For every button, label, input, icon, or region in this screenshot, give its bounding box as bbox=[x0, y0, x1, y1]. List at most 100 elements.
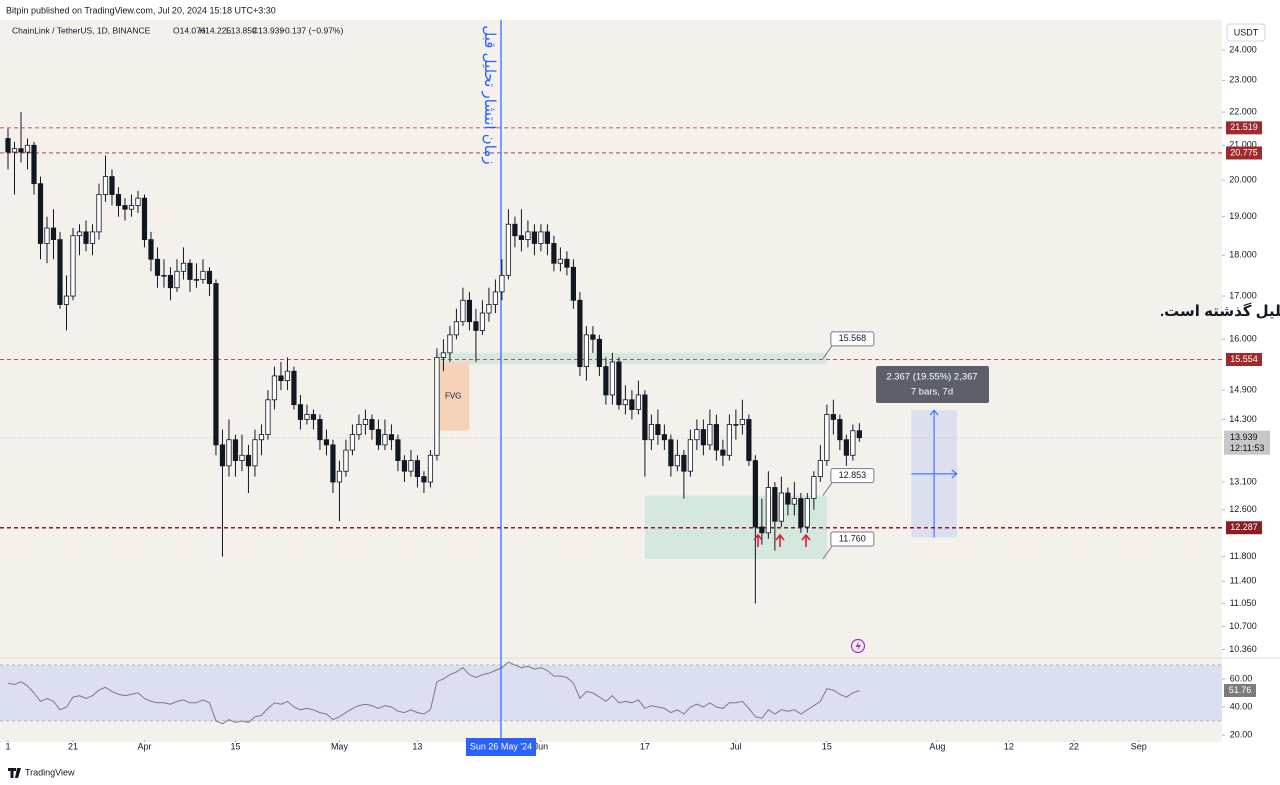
candle-body bbox=[161, 274, 167, 277]
y-tick-label: 18.000 bbox=[1229, 250, 1257, 260]
callout-label: 11.760 bbox=[839, 533, 866, 543]
candle-body bbox=[323, 439, 330, 446]
candle-body bbox=[460, 299, 466, 323]
candle-body bbox=[700, 429, 706, 446]
callout-box bbox=[830, 531, 875, 547]
candle-body bbox=[512, 223, 518, 237]
ohlc-open: O14.076 bbox=[173, 25, 206, 35]
candle-body bbox=[583, 334, 590, 367]
level-tag bbox=[1226, 121, 1262, 135]
candle-body bbox=[356, 424, 362, 436]
candle-body bbox=[551, 243, 557, 264]
y-tick-label: 21.000 bbox=[1229, 140, 1257, 150]
level-tag bbox=[1226, 146, 1262, 160]
candle-body bbox=[817, 460, 823, 477]
symbol: ChainLink / TetherUS, 1D, BINANCE bbox=[12, 25, 151, 35]
candle-body bbox=[687, 439, 693, 472]
crosshair-pill bbox=[466, 738, 536, 756]
candle-body bbox=[707, 424, 713, 446]
candle-body bbox=[811, 476, 817, 499]
candle-body bbox=[804, 498, 810, 528]
candle-body bbox=[89, 231, 96, 244]
candle-body bbox=[635, 394, 641, 410]
candle-body bbox=[830, 414, 836, 420]
zone bbox=[436, 352, 827, 365]
candle-body bbox=[18, 148, 24, 153]
arrows bbox=[753, 533, 811, 547]
candle-body bbox=[330, 444, 336, 483]
currency-box bbox=[1226, 23, 1266, 42]
x-tick-label: 1 bbox=[5, 741, 10, 751]
callout-pointer bbox=[822, 344, 834, 360]
candle-body bbox=[752, 460, 758, 528]
candle-body bbox=[499, 274, 505, 293]
candle-body bbox=[486, 304, 492, 314]
x-tick-label: 17 bbox=[640, 741, 650, 751]
x-tick-label: 15 bbox=[822, 741, 832, 751]
candle-body bbox=[76, 231, 83, 237]
fvg-zone bbox=[436, 361, 470, 431]
candle-body bbox=[603, 366, 609, 396]
current-tag bbox=[1224, 430, 1270, 455]
rsi-tick-label: 20.00 bbox=[1230, 729, 1253, 739]
rsi-tick-label: 60.00 bbox=[1230, 673, 1253, 683]
note: * تمامی نواحی و سطوحی که در چارت مشاهده … bbox=[1160, 302, 1280, 321]
countdown: 12:11:53 bbox=[1230, 443, 1264, 453]
candle-body bbox=[518, 235, 525, 240]
candle-body bbox=[115, 194, 122, 206]
candle-body bbox=[128, 205, 135, 210]
published: Bitpin published on TradingView.com, Jul… bbox=[6, 5, 276, 15]
candle-body bbox=[271, 375, 278, 401]
y-tick-label: 16.000 bbox=[1229, 334, 1257, 344]
measure-sublabel: 7 bars, 7d bbox=[911, 387, 953, 398]
candle-body bbox=[388, 434, 395, 441]
candle-body bbox=[336, 470, 343, 483]
candle-body bbox=[856, 430, 862, 439]
candle-body bbox=[96, 194, 102, 233]
candle-body bbox=[642, 394, 648, 441]
candle-body bbox=[713, 424, 719, 451]
y-tick-label: 24.000 bbox=[1229, 44, 1257, 54]
candle-body bbox=[466, 299, 473, 323]
candle-body bbox=[362, 419, 369, 425]
rsi-tag bbox=[1224, 683, 1256, 697]
candle-body bbox=[622, 399, 628, 406]
candle-body bbox=[681, 454, 687, 472]
candle-body bbox=[258, 434, 265, 441]
level-tag bbox=[1226, 352, 1262, 366]
candle-body bbox=[50, 227, 57, 240]
y-tick-label: 10.360 bbox=[1229, 644, 1257, 654]
y-tick-label: 14.900 bbox=[1229, 385, 1257, 395]
candle-body bbox=[278, 375, 284, 382]
candle-body bbox=[785, 492, 791, 505]
candle-body bbox=[544, 231, 551, 244]
candle-body bbox=[83, 231, 89, 244]
x-tick-label: Jul bbox=[730, 741, 742, 751]
candle-body bbox=[648, 424, 654, 441]
x-tick-label: Apr bbox=[137, 741, 151, 751]
candle-body bbox=[226, 439, 232, 467]
y-tick-label: 14.300 bbox=[1229, 414, 1257, 424]
candle-body bbox=[629, 399, 635, 410]
candle-body bbox=[739, 419, 745, 425]
x-tick-label: Sep bbox=[1131, 741, 1147, 751]
candle-body bbox=[63, 295, 70, 305]
candle-body bbox=[791, 498, 797, 505]
candle-body bbox=[733, 424, 739, 426]
candle-body bbox=[44, 227, 50, 244]
candle-body bbox=[655, 424, 661, 436]
y-tick-label: 19.000 bbox=[1229, 211, 1257, 221]
callout-label: 15.568 bbox=[839, 333, 867, 343]
measure-tooltip bbox=[876, 366, 989, 403]
callout-pointer bbox=[822, 481, 834, 496]
measure-arrow bbox=[911, 409, 958, 538]
candle-body bbox=[694, 429, 700, 441]
candle-body bbox=[200, 270, 206, 280]
candle-body bbox=[479, 312, 486, 331]
arrow bbox=[801, 533, 811, 547]
candle-body bbox=[167, 274, 174, 289]
candle-body bbox=[206, 270, 213, 284]
candles bbox=[5, 112, 862, 604]
candle-body bbox=[291, 370, 297, 406]
candle-body bbox=[304, 414, 310, 420]
